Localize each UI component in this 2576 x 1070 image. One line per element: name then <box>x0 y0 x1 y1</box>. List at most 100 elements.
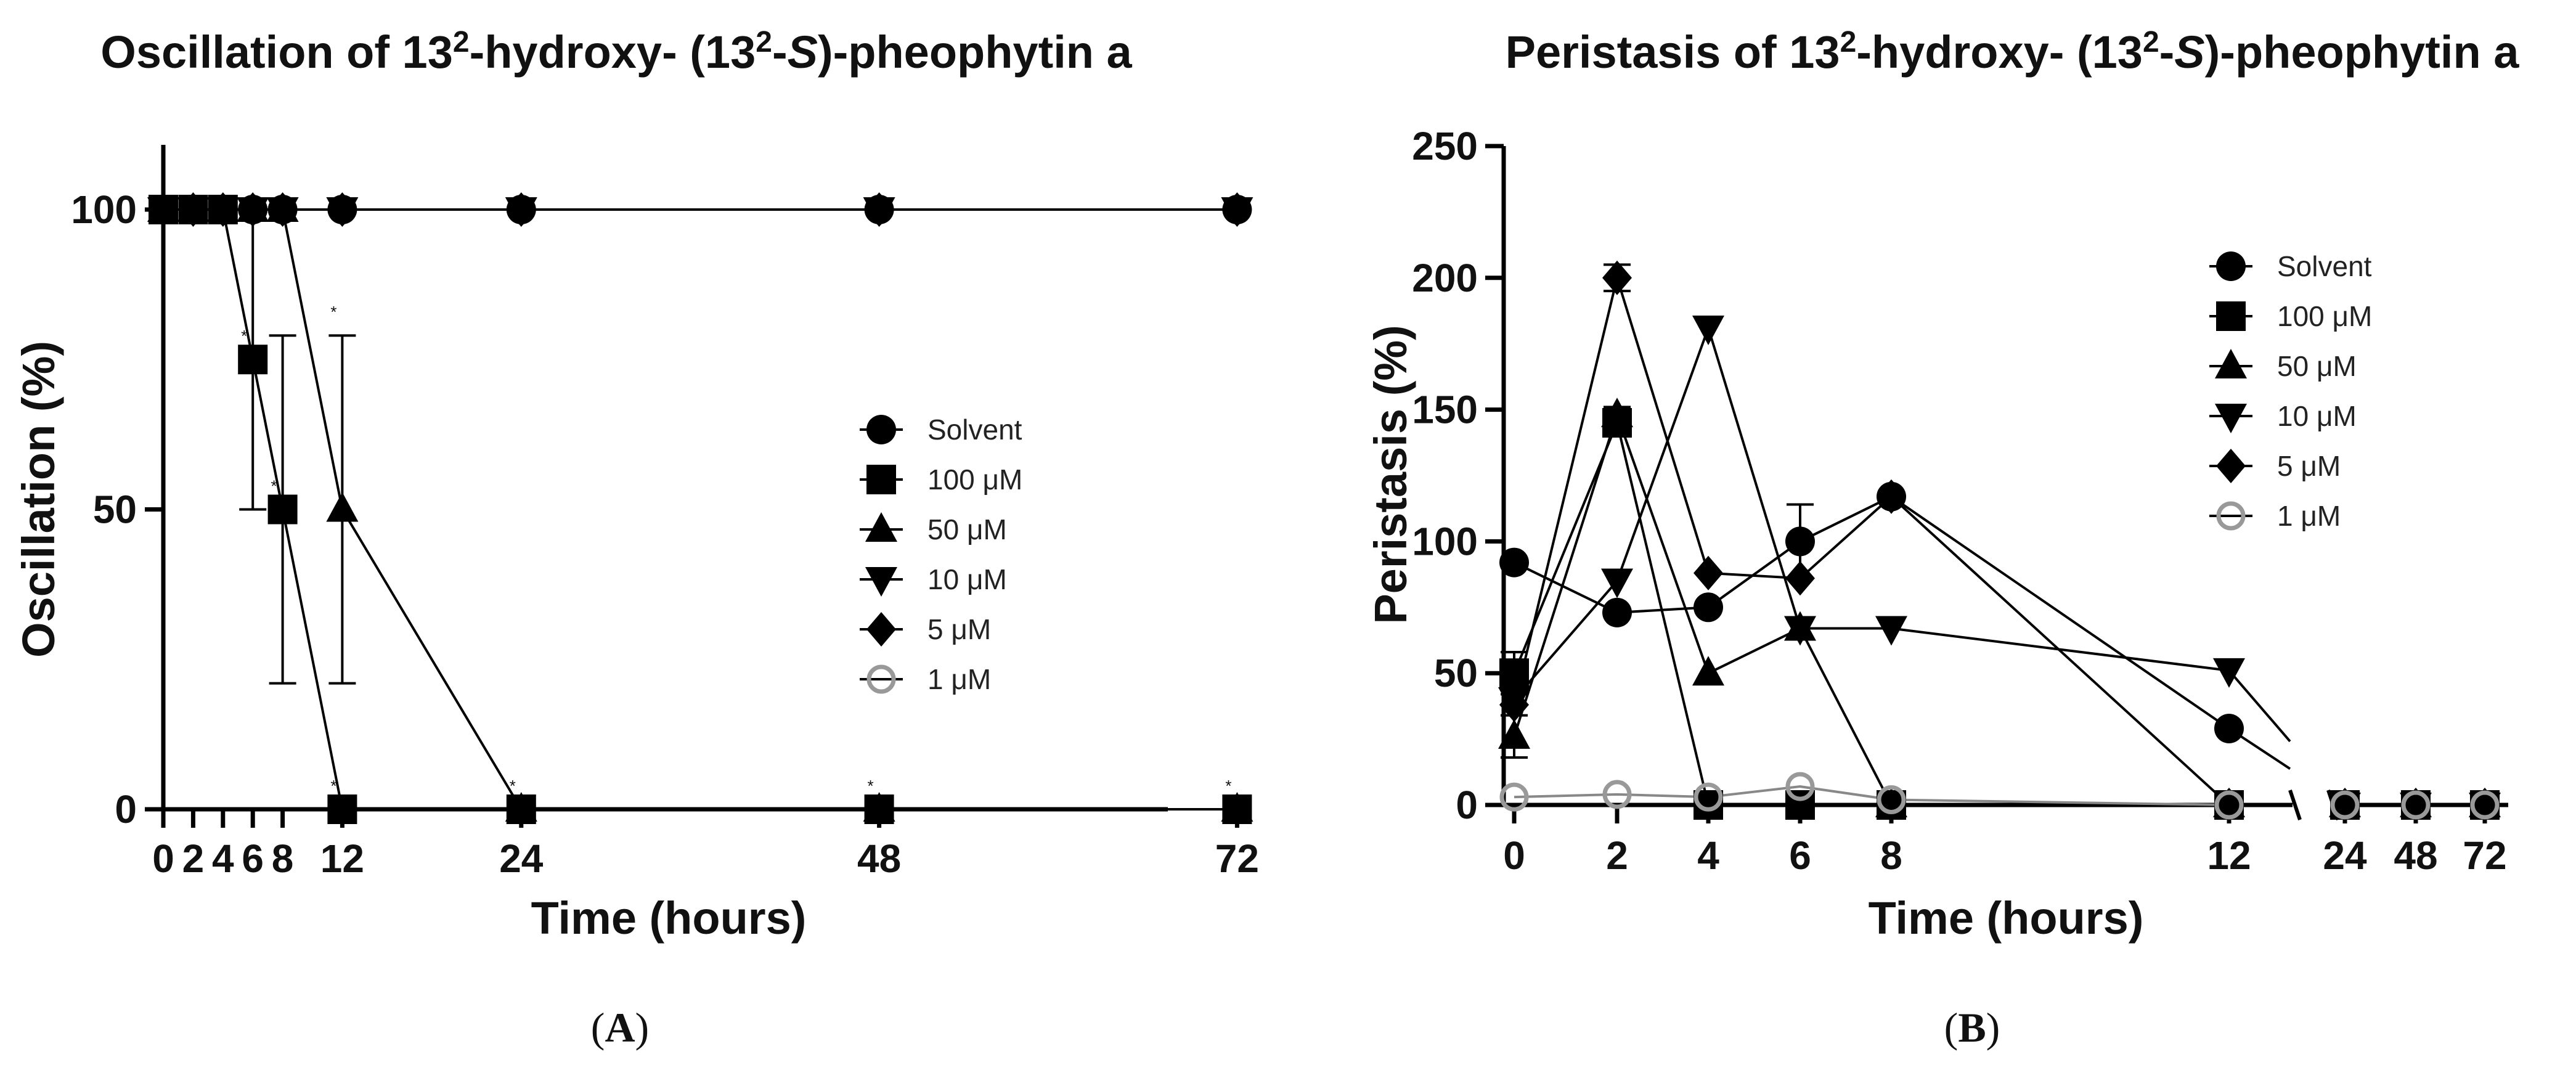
chart-a-significance-mark: * <box>868 777 874 795</box>
chart-b-x-tick-label: 6 <box>1789 833 1811 878</box>
chart-b-point-series-5 <box>2330 790 2360 820</box>
chart-a-point-series-0 <box>864 195 894 224</box>
chart-b-point-series-4 <box>1877 479 1906 514</box>
chart-b-legend-label: Solvent <box>2277 250 2372 282</box>
chart-b-point-series-0 <box>1694 592 1723 623</box>
chart-a-x-tick-label: 6 <box>242 836 264 881</box>
chart-a-x-tick-label: 48 <box>857 836 901 881</box>
chart-a-point-series-0 <box>178 195 208 224</box>
chart-a-point-series-1 <box>1222 794 1252 824</box>
chart-b-y-tick-label: 0 <box>1456 783 1478 827</box>
chart-a-point-series-0 <box>327 195 357 224</box>
chart-b-point-series-5 <box>2401 790 2431 820</box>
chart-b-legend-label: 5 μM <box>2277 450 2341 482</box>
chart-b-y-tick-label: 50 <box>1434 651 1478 695</box>
chart-b-point-series-3 <box>1692 316 1724 346</box>
chart-a-legend-label: 10 μM <box>927 563 1007 595</box>
chart-a-legend-label: 1 μM <box>927 663 991 695</box>
chart-a-point-series-0 <box>267 195 298 224</box>
chart-b-y-tick-label: 250 <box>1412 124 1478 168</box>
chart-b-point-series-5 <box>1499 782 1529 812</box>
chart-b-point-series-5 <box>1877 785 1906 814</box>
chart-b-legend-marker <box>2215 404 2247 433</box>
chart-a-point-series-1 <box>506 794 536 824</box>
chart-b-point-series-0 <box>1602 597 1632 627</box>
chart-b-point-series-5 <box>1785 772 1815 801</box>
chart-a-legend-marker <box>866 415 896 444</box>
chart-b-legend-marker <box>2215 349 2247 378</box>
chart-b-point-series-3 <box>1601 568 1633 598</box>
chart-b-point-series-2 <box>1601 398 1633 428</box>
chart-b-point-series-4 <box>1499 687 1529 722</box>
chart-b-point-series-3 <box>2213 658 2245 688</box>
chart-a-point-series-1 <box>327 794 357 824</box>
chart-a-point-series-1 <box>267 494 298 525</box>
chart-b-point-series-4 <box>1602 260 1632 295</box>
chart-a-point-series-0 <box>208 195 238 224</box>
chart-b-line-series-3 <box>1513 324 2230 701</box>
chart-b-y-tick-label: 200 <box>1412 256 1478 300</box>
chart-b-x-tick-label: 8 <box>1880 833 1902 878</box>
chart-b-point-series-5 <box>1694 782 1723 812</box>
chart-b-point-series-5 <box>1602 780 1632 809</box>
chart-a-point-series-0 <box>238 195 268 224</box>
chart-a-x-tick-label: 72 <box>1215 836 1259 881</box>
chart-b-point-series-2 <box>1498 719 1530 749</box>
chart-a-legend-marker <box>865 567 897 597</box>
chart-b-line-series-5 <box>1514 785 2230 806</box>
chart-b-legend-label: 100 μM <box>2277 300 2372 332</box>
chart-b-point-series-3 <box>1784 616 1816 646</box>
panel-label-b: (B) <box>1944 1004 2000 1051</box>
chart-b-x-tick-label: 12 <box>2207 833 2251 878</box>
chart-b-title: Peristasis of 132-hydroxy- (132-S)-pheop… <box>1506 26 2520 78</box>
chart-b-line-series-4 <box>1513 273 2230 806</box>
chart-b-line-break-lead <box>2228 669 2291 743</box>
chart-a-y-label: Oscillation (%) <box>13 341 64 658</box>
chart-a-point-series-0 <box>1222 195 1252 224</box>
chart-a-significance-mark: * <box>510 777 516 795</box>
chart-a-point-series-1 <box>238 345 268 375</box>
chart-a-y-tick-label: 100 <box>71 187 137 232</box>
chart-a-point-series-2 <box>326 492 359 522</box>
chart-b-line-series-0 <box>1514 495 2230 730</box>
chart-a-annotations: * * * * * * * <box>241 303 1231 795</box>
chart-b-error-bars <box>1501 263 1814 759</box>
chart-b-legend: Solvent 100 μM 50 μM 10 μM 5 μM 1 μM <box>2209 250 2372 532</box>
chart-a-legend-marker <box>866 465 896 494</box>
chart-a-legend: Solvent 100 μM 50 μM 10 μM 5 μM 1 μM <box>860 414 1022 695</box>
chart-b-legend-marker <box>2216 301 2246 331</box>
chart-b: Peristasis of 132-hydroxy- (132-S)-pheop… <box>1365 26 2519 1051</box>
chart-a-x-tick-label: 0 <box>152 836 174 881</box>
chart-a-legend-marker <box>865 512 897 542</box>
chart-a-significance-mark: * <box>1225 777 1231 795</box>
chart-b-y-tick-label: 100 <box>1412 519 1478 563</box>
chart-b-point-series-0 <box>1785 526 1815 557</box>
chart-a-legend-label: 100 μM <box>927 464 1022 496</box>
chart-b-x-tick-label: 72 <box>2463 833 2506 878</box>
chart-b-x-tick-label: 4 <box>1697 833 1719 878</box>
chart-a-line-series-1 <box>163 208 1237 811</box>
chart-b-line-series-2 <box>1513 410 2229 806</box>
chart-a-title: Oscillation of 132-hydroxy- (132-S)-pheo… <box>100 26 1132 78</box>
chart-a-legend-label: Solvent <box>927 414 1022 446</box>
panel-label-a: (A) <box>591 1004 649 1051</box>
chart-b-x-tick-label: 24 <box>2323 833 2367 878</box>
chart-b-axis-break-mark <box>2288 790 2302 820</box>
chart-a-y-tick-label: 50 <box>93 488 137 532</box>
chart-a-y-tick-label: 0 <box>115 787 137 831</box>
chart-a-legend-label: 5 μM <box>927 613 991 645</box>
chart-a-point-series-1 <box>864 794 894 824</box>
chart-b-x-tick-label: 0 <box>1503 833 1525 878</box>
chart-b-markers <box>1498 260 2501 822</box>
chart-b-point-series-1 <box>1499 658 1529 688</box>
chart-a-significance-mark: * <box>330 777 336 795</box>
chart-a-x-tick-label: 4 <box>212 836 234 881</box>
chart-b-lines <box>1513 273 2485 806</box>
chart-b-x-label: Time (hours) <box>1869 892 2144 944</box>
chart-a-x-tick-label: 8 <box>272 836 294 881</box>
chart-b-point-series-2 <box>1692 656 1724 686</box>
chart-b-legend-label: 50 μM <box>2277 350 2357 382</box>
